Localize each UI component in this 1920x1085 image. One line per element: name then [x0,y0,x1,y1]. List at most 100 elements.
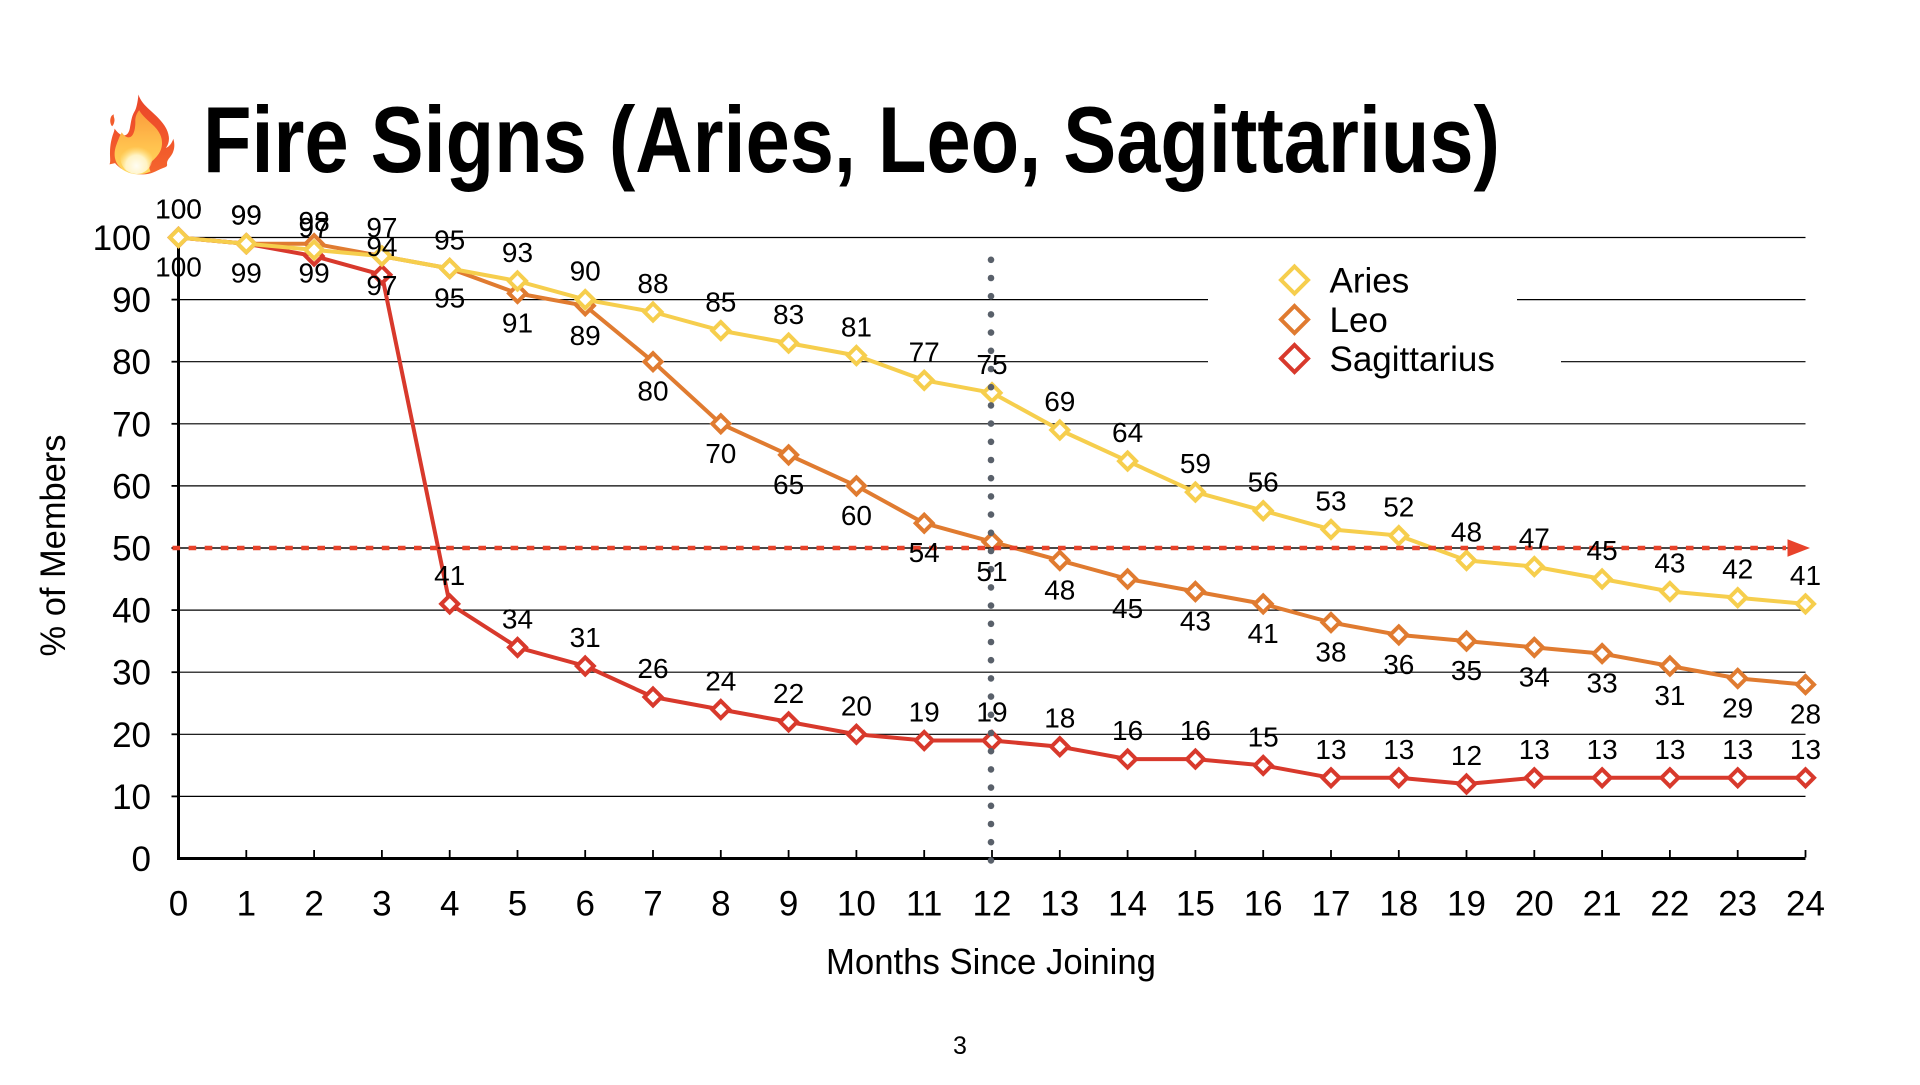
svg-text:99: 99 [231,200,262,231]
svg-text:54: 54 [909,537,940,568]
svg-text:93: 93 [502,237,533,268]
svg-text:4: 4 [440,885,459,924]
svg-text:77: 77 [909,336,940,367]
svg-text:100: 100 [155,252,202,283]
svg-text:15: 15 [1176,885,1215,924]
svg-text:3: 3 [372,885,391,924]
svg-text:52: 52 [1383,492,1414,523]
svg-text:16: 16 [1112,715,1143,746]
svg-text:0: 0 [132,840,151,879]
svg-text:41: 41 [434,560,465,591]
svg-text:97: 97 [299,212,330,243]
svg-text:33: 33 [1587,668,1618,699]
svg-text:60: 60 [841,500,872,531]
svg-text:Leo: Leo [1330,301,1388,340]
svg-text:56: 56 [1248,467,1279,498]
svg-text:31: 31 [570,622,601,653]
svg-text:65: 65 [773,469,804,500]
svg-text:12: 12 [1451,740,1482,771]
svg-text:18: 18 [1379,885,1418,924]
svg-text:91: 91 [502,307,533,338]
svg-text:13: 13 [1587,734,1618,765]
svg-text:42: 42 [1722,554,1753,585]
svg-text:30: 30 [112,654,151,693]
svg-text:70: 70 [112,405,151,444]
svg-text:13: 13 [1383,734,1414,765]
svg-text:90: 90 [112,281,151,320]
svg-text:8: 8 [711,885,730,924]
svg-text:60: 60 [112,467,151,506]
svg-text:99: 99 [299,258,330,289]
svg-text:85: 85 [705,287,736,318]
svg-text:64: 64 [1112,417,1143,448]
svg-text:20: 20 [112,716,151,755]
svg-text:17: 17 [1312,885,1351,924]
svg-text:14: 14 [1108,885,1147,924]
svg-text:24: 24 [705,666,736,697]
svg-text:35: 35 [1451,655,1482,686]
svg-text:13: 13 [1315,734,1346,765]
svg-text:80: 80 [637,376,668,407]
svg-text:38: 38 [1315,637,1346,668]
svg-text:40: 40 [112,592,151,631]
svg-text:36: 36 [1383,649,1414,680]
svg-text:83: 83 [773,299,804,330]
svg-text:6: 6 [575,885,594,924]
svg-text:95: 95 [434,225,465,256]
svg-text:10: 10 [112,778,151,817]
svg-text:100: 100 [93,219,151,258]
svg-text:Sagittarius: Sagittarius [1330,340,1495,379]
svg-text:22: 22 [1650,885,1689,924]
svg-text:% of Members: % of Members [34,435,73,657]
svg-text:50: 50 [112,530,151,569]
svg-text:0: 0 [169,885,188,924]
svg-text:11: 11 [906,885,942,924]
svg-text:41: 41 [1248,618,1279,649]
svg-text:31: 31 [1654,680,1685,711]
svg-text:99: 99 [231,258,262,289]
svg-text:53: 53 [1315,485,1346,516]
svg-text:94: 94 [366,231,397,262]
svg-text:10: 10 [837,885,876,924]
svg-text:48: 48 [1044,574,1075,605]
svg-text:16: 16 [1180,715,1211,746]
svg-text:21: 21 [1583,885,1622,924]
svg-text:48: 48 [1451,516,1482,547]
svg-text:41: 41 [1790,560,1821,591]
svg-text:2: 2 [304,885,323,924]
svg-text:13: 13 [1040,885,1079,924]
svg-text:26: 26 [637,653,668,684]
svg-text:1: 1 [237,885,256,924]
svg-text:19: 19 [909,697,940,728]
svg-text:75: 75 [976,349,1007,380]
svg-text:22: 22 [773,678,804,709]
svg-text:51: 51 [976,556,1007,587]
svg-text:19: 19 [976,697,1007,728]
svg-text:3: 3 [953,1032,967,1060]
svg-text:98: 98 [299,206,330,237]
svg-text:12: 12 [973,885,1012,924]
svg-text:7: 7 [643,885,662,924]
svg-text:Months Since Joining: Months Since Joining [826,941,1156,982]
svg-text:34: 34 [1519,661,1550,692]
svg-text:34: 34 [502,603,533,634]
svg-text:Aries: Aries [1330,262,1410,301]
svg-text:88: 88 [637,268,668,299]
svg-text:13: 13 [1722,734,1753,765]
svg-text:5: 5 [508,885,527,924]
svg-text:20: 20 [1515,885,1554,924]
svg-text:80: 80 [112,343,151,382]
svg-text:43: 43 [1654,548,1685,579]
svg-text:100: 100 [155,194,202,225]
svg-text:15: 15 [1248,721,1279,752]
svg-text:95: 95 [434,283,465,314]
svg-text:100: 100 [155,194,202,225]
svg-text:18: 18 [1044,703,1075,734]
svg-text:9: 9 [779,885,798,924]
svg-text:13: 13 [1654,734,1685,765]
svg-text:29: 29 [1722,692,1753,723]
svg-text:13: 13 [1790,734,1821,765]
svg-text:70: 70 [705,438,736,469]
svg-text:69: 69 [1044,386,1075,417]
svg-text:43: 43 [1180,606,1211,637]
